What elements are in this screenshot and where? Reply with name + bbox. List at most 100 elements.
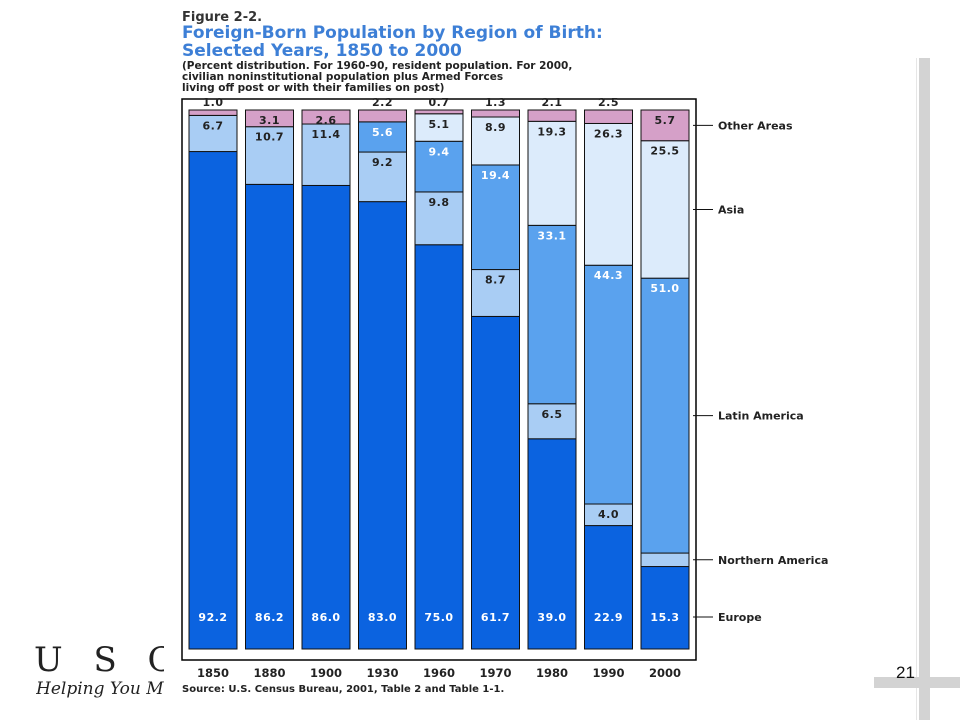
figure-note-line-2: civilian noninstitutional population plu… [182,71,504,83]
data-label: 6.7 [203,119,224,132]
legend-label: Latin America [718,410,804,423]
data-label: 11.4 [311,128,340,141]
figure-panel: Figure 2-2. Foreign-Born Population by R… [164,0,872,700]
bar-segment [471,109,520,118]
decorative-horizontal-bar [874,677,960,688]
figure-title: Foreign-Born Population by Region of Bir… [182,24,603,60]
bar-segment [640,140,690,279]
bar-segment [245,126,294,185]
x-tick-label: 1900 [310,666,342,680]
data-label: 5.1 [429,118,450,131]
x-tick-label: 1980 [536,666,568,680]
x-tick-label: 1850 [197,666,229,680]
data-label: 5.6 [372,126,393,139]
bar-segment [188,109,238,116]
data-label: 86.2 [255,611,284,624]
data-label: 9.4 [429,145,450,158]
page-number: 21 [896,663,915,682]
data-label: 51.0 [650,282,679,295]
bar-segment [358,121,407,153]
x-tick-label: 1880 [253,666,285,680]
legend-label: Asia [718,203,744,216]
data-label: 2.5 [598,96,619,109]
bar-segment [414,244,464,650]
chart-frame [181,98,697,661]
data-label: 10.7 [255,131,284,144]
census-logo-text: U S C E N S [34,640,174,680]
bar-segment [358,109,407,123]
data-label: 9.8 [429,196,450,209]
bar-segment [188,114,238,153]
legend-label: Europe [718,611,762,624]
bar-segment [471,269,520,317]
x-tick-label: 1970 [479,666,511,680]
data-label: 3.1 [259,114,280,127]
bar-segment [301,109,351,125]
bar-segment [640,109,690,142]
bar-segment [358,201,407,650]
data-label: 19.4 [481,169,510,182]
data-label: 2.1 [542,96,563,109]
data-label: 19.3 [537,125,566,138]
data-label: 33.1 [537,229,566,242]
bar-segment [640,277,690,554]
decorative-line [916,58,917,720]
data-label: 92.2 [198,611,227,624]
data-label: 44.3 [594,269,623,282]
bar-segment [527,109,577,122]
figure-note: (Percent distribution. For 1960-90, resi… [182,61,782,94]
data-label: 4.0 [598,508,619,521]
bar-segment [640,566,690,650]
bar-segment [188,151,238,650]
data-label: 8.9 [485,121,506,134]
data-label: 2.2 [372,96,393,109]
bar-segment [414,109,464,115]
figure-title-line-1: Foreign-Born Population by Region of Bir… [182,23,603,43]
legend-label: Other Areas [718,119,793,132]
data-label: 5.7 [655,114,676,127]
data-label: 22.9 [594,611,623,624]
data-label: 6.5 [542,408,563,421]
bar-segment [527,438,577,650]
bar-segment [471,164,520,271]
bar-segment [245,183,294,650]
bar-segment [584,109,633,124]
data-label: 9.2 [372,156,393,169]
bar-segment [414,140,464,193]
stacked-bar-chart: 92.2 6.7 1.0 1850 86.2 10.7 3.1 1880 86.0 11.42.6… [181,96,828,680]
bar-segment [584,122,633,266]
census-logo-tagline: Helping You Mak [36,679,164,699]
figure-note-line-3: living off post or with their families o… [182,82,445,94]
bar-segment [245,109,294,128]
legend-label: Northern America [718,554,828,567]
figure-label: Figure 2-2. [182,10,263,25]
data-label: 0.7 [429,96,450,109]
data-label: 2.6 [316,114,337,127]
data-label: 26.3 [594,127,623,140]
data-label: 75.0 [424,611,453,624]
bar-segment [301,123,351,186]
figure-source: Source: U.S. Census Bureau, 2001, Table … [182,684,505,695]
x-tick-label: 1930 [366,666,398,680]
decorative-vertical-bar [919,58,930,720]
data-label: 8.7 [485,274,506,287]
bar-segment [358,151,407,203]
data-label: 61.7 [481,611,510,624]
data-label: 1.3 [485,96,506,109]
bar-segment [527,120,577,226]
figure-title-line-2: Selected Years, 1850 to 2000 [182,41,462,61]
bar-segment [640,552,690,568]
data-label: 83.0 [368,611,397,624]
bar-segment [301,184,351,650]
data-label: 25.5 [650,145,679,158]
x-tick-label: 1960 [423,666,455,680]
x-tick-label: 2000 [649,666,681,680]
data-label: 86.0 [311,611,340,624]
data-label: 15.3 [650,611,679,624]
x-tick-label: 1990 [592,666,624,680]
bar-segment [527,224,577,405]
bar-segment [527,403,577,440]
data-label: 1.0 [203,96,224,109]
bar-segment [584,264,633,505]
bar-segment [584,525,633,650]
